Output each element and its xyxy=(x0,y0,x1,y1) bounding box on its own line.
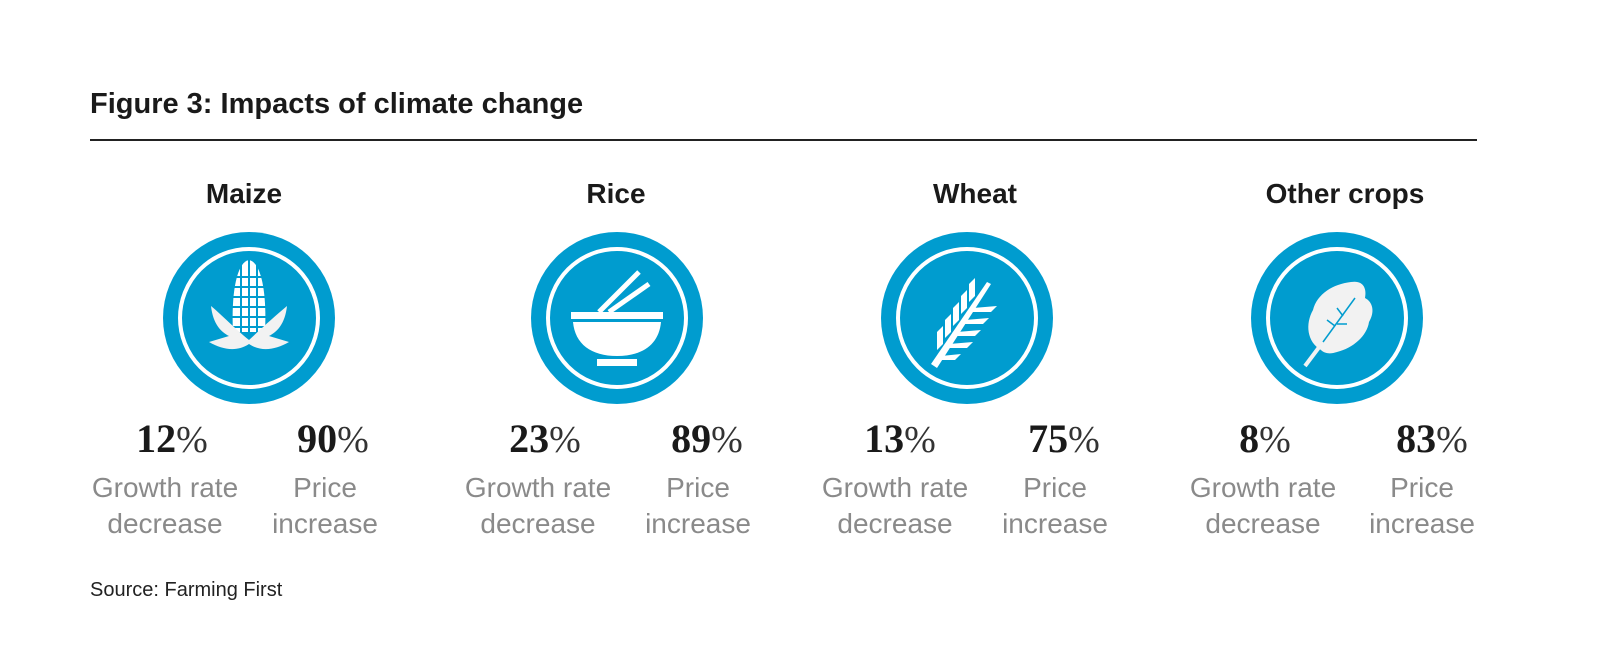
wheat-icon xyxy=(881,232,1053,404)
price-stat: 90% xyxy=(297,416,369,461)
price-label: Price increase xyxy=(272,472,378,539)
growth-stat: 12% xyxy=(136,416,208,461)
price-label: Price increase xyxy=(1002,472,1108,539)
growth-label: Growth rate decrease xyxy=(821,472,969,539)
growth-stat: 8% xyxy=(1239,416,1291,461)
source-note: Source: Farming First xyxy=(90,579,283,601)
growth-value: 12 xyxy=(136,416,177,461)
rice-bowl-icon xyxy=(531,232,703,404)
corn-icon xyxy=(163,232,335,404)
growth-label: Growth rate decrease xyxy=(1189,472,1337,539)
price-stat: 89% xyxy=(671,416,743,461)
growth-label: Growth rate decrease xyxy=(464,472,612,539)
price-value: 75 xyxy=(1028,416,1069,461)
crop-name: Wheat xyxy=(933,178,1017,209)
crop-name: Rice xyxy=(586,178,646,209)
price-label: Price increase xyxy=(1369,472,1475,539)
crop-name: Other crops xyxy=(1265,178,1425,209)
price-stat: 75% xyxy=(1028,416,1100,461)
price-label: Price increase xyxy=(645,472,751,539)
growth-stat: 13% xyxy=(864,416,936,461)
growth-value: 13 xyxy=(864,416,905,461)
growth-stat: 23% xyxy=(509,416,581,461)
price-value: 83 xyxy=(1396,416,1437,461)
growth-value: 8 xyxy=(1239,416,1260,461)
title-divider xyxy=(90,139,1477,141)
price-value: 90 xyxy=(297,416,338,461)
price-stat: 83% xyxy=(1396,416,1468,461)
crop-name: Maize xyxy=(205,178,283,209)
growth-value: 23 xyxy=(509,416,550,461)
figure-title: Figure 3: Impacts of climate change xyxy=(90,88,584,120)
growth-label: Growth rate decrease xyxy=(91,472,239,539)
leaf-icon xyxy=(1251,232,1423,404)
price-value: 89 xyxy=(671,416,712,461)
